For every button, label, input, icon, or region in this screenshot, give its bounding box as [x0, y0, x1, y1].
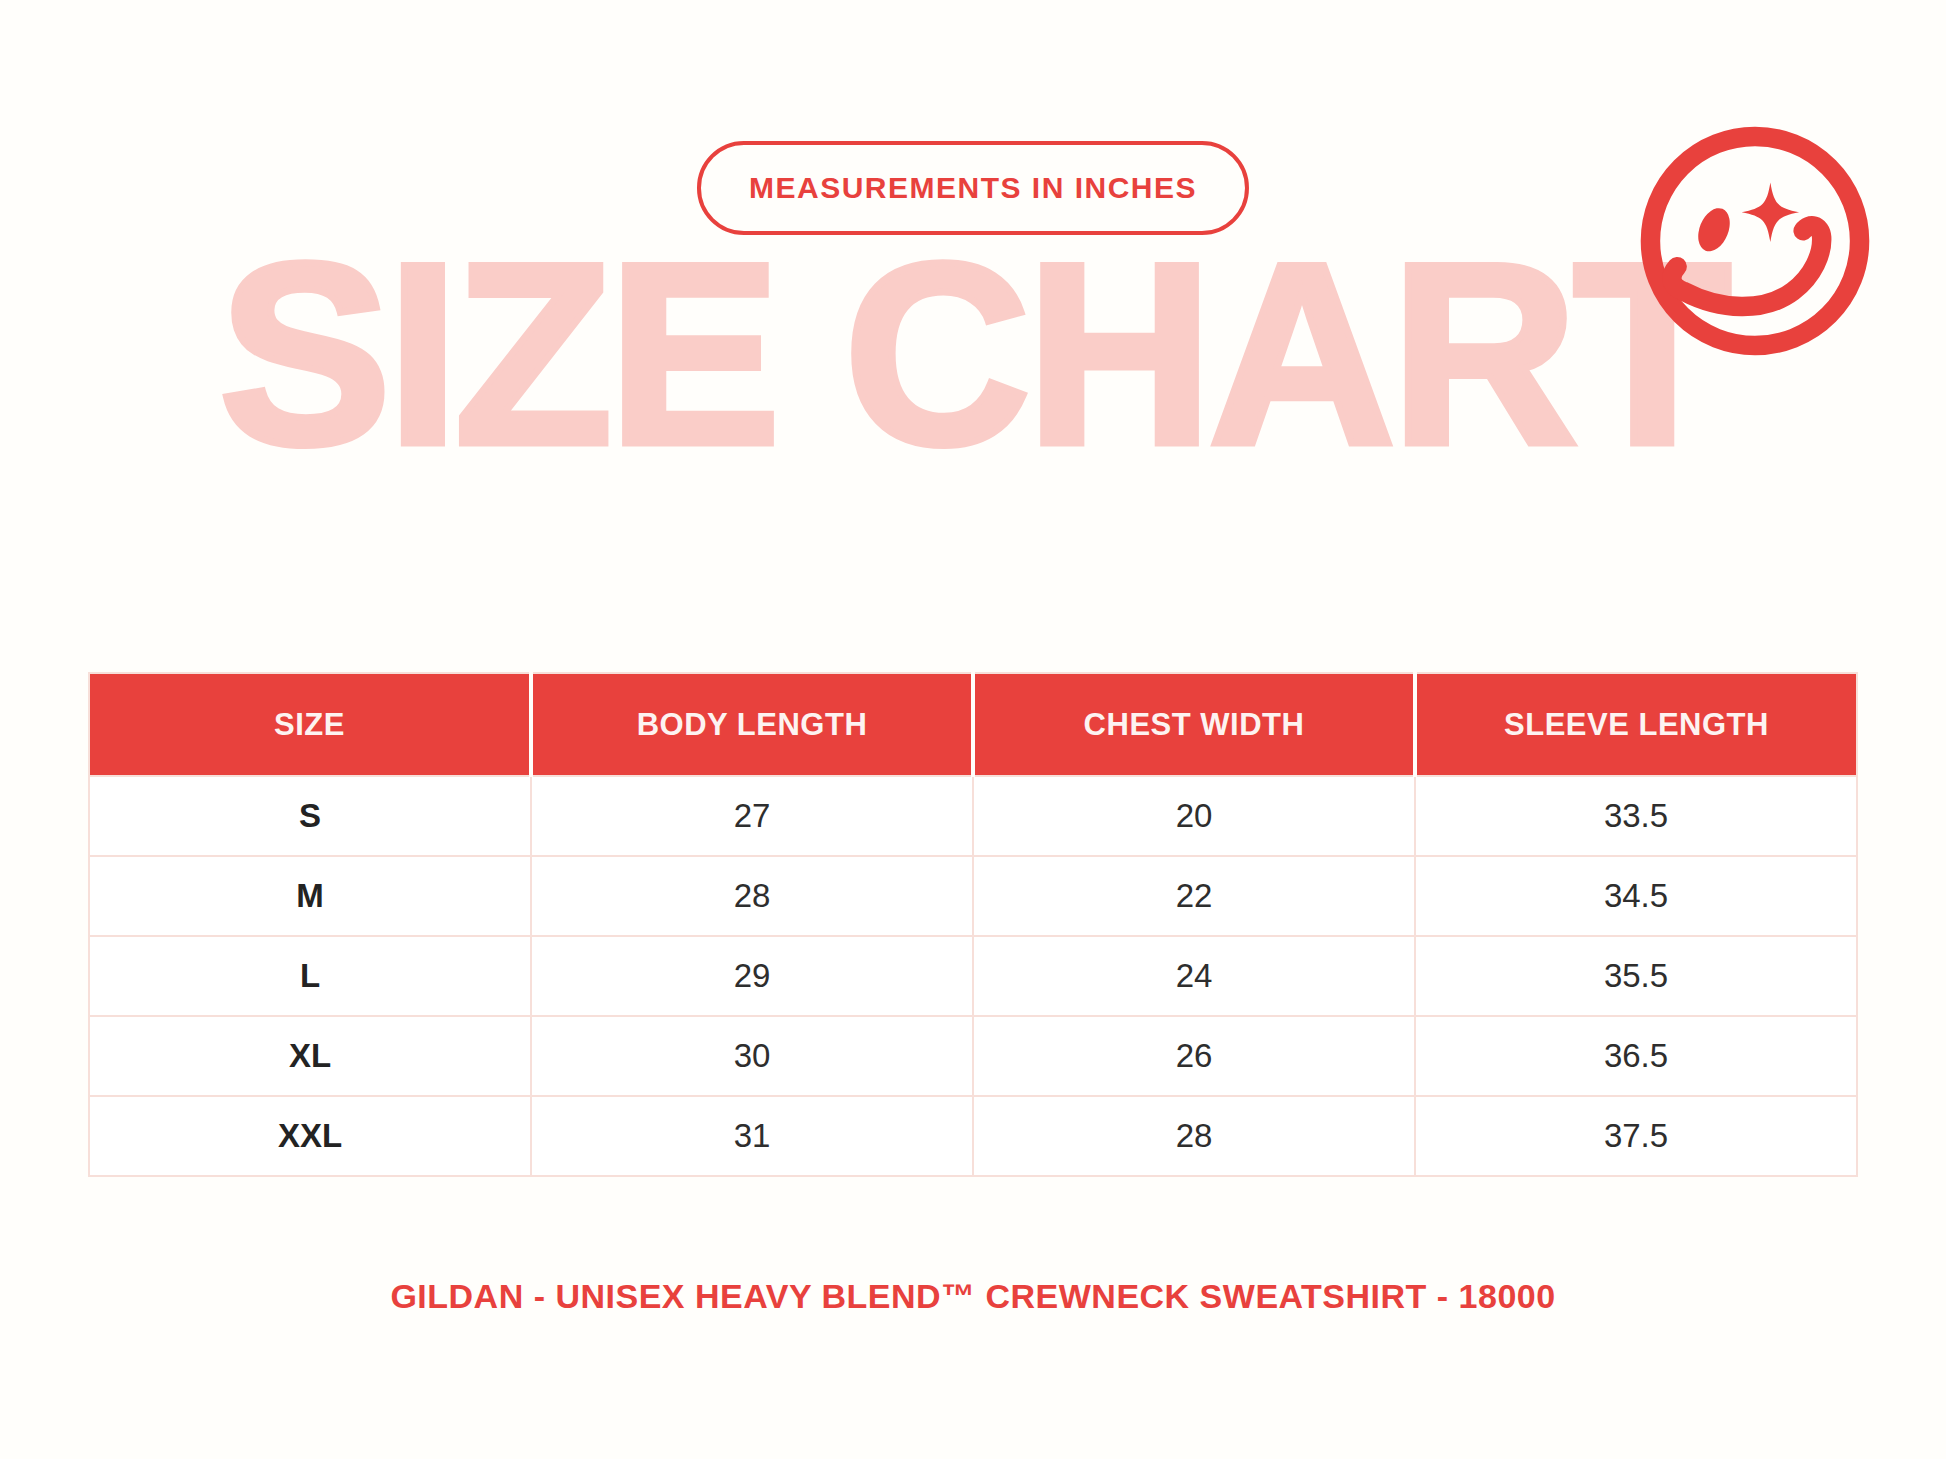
cell-sleeve-length: 34.5: [1415, 856, 1857, 936]
cell-chest-width: 26: [973, 1016, 1415, 1096]
size-chart-page: MEASUREMENTS IN INCHES SIZE CHART SIZE B…: [0, 0, 1946, 1459]
table-row-xxl: XXL 31 28 37.5: [89, 1096, 1857, 1176]
cell-body-length: 27: [531, 776, 973, 856]
cell-sleeve-length: 33.5: [1415, 776, 1857, 856]
cell-size: XXL: [89, 1096, 531, 1176]
cell-size: XL: [89, 1016, 531, 1096]
cell-chest-width: 24: [973, 936, 1415, 1016]
col-header-chest-width: CHEST WIDTH: [973, 673, 1415, 776]
product-name: GILDAN - UNISEX HEAVY BLEND™ CREWNECK SW…: [0, 1277, 1946, 1316]
cell-chest-width: 28: [973, 1096, 1415, 1176]
cell-size: L: [89, 936, 531, 1016]
cell-sleeve-length: 36.5: [1415, 1016, 1857, 1096]
smiley-smile: [1672, 226, 1822, 307]
cell-body-length: 31: [531, 1096, 973, 1176]
col-header-sleeve-length: SLEEVE LENGTH: [1415, 673, 1857, 776]
measurements-badge-label: MEASUREMENTS IN INCHES: [749, 171, 1197, 205]
smiley-face-group: [1650, 136, 1859, 345]
cell-sleeve-length: 37.5: [1415, 1096, 1857, 1176]
table-row-s: S 27 20 33.5: [89, 776, 1857, 856]
cell-sleeve-length: 35.5: [1415, 936, 1857, 1016]
smiley-sparkle-eye: [1742, 183, 1799, 242]
cell-size: M: [89, 856, 531, 936]
cell-chest-width: 20: [973, 776, 1415, 856]
col-header-size: SIZE: [89, 673, 531, 776]
table-row-l: L 29 24 35.5: [89, 936, 1857, 1016]
table-header-row: SIZE BODY LENGTH CHEST WIDTH SLEEVE LENG…: [89, 673, 1857, 776]
cell-body-length: 28: [531, 856, 973, 936]
cell-size: S: [89, 776, 531, 856]
cell-body-length: 30: [531, 1016, 973, 1096]
measurements-badge: MEASUREMENTS IN INCHES: [697, 141, 1249, 235]
col-header-body-length: BODY LENGTH: [531, 673, 973, 776]
table-row-m: M 28 22 34.5: [89, 856, 1857, 936]
smiley-left-eye: [1692, 203, 1736, 256]
cell-chest-width: 22: [973, 856, 1415, 936]
winking-smiley-icon: [1632, 118, 1878, 364]
cell-body-length: 29: [531, 936, 973, 1016]
size-table: SIZE BODY LENGTH CHEST WIDTH SLEEVE LENG…: [88, 672, 1858, 1177]
table-row-xl: XL 30 26 36.5: [89, 1016, 1857, 1096]
